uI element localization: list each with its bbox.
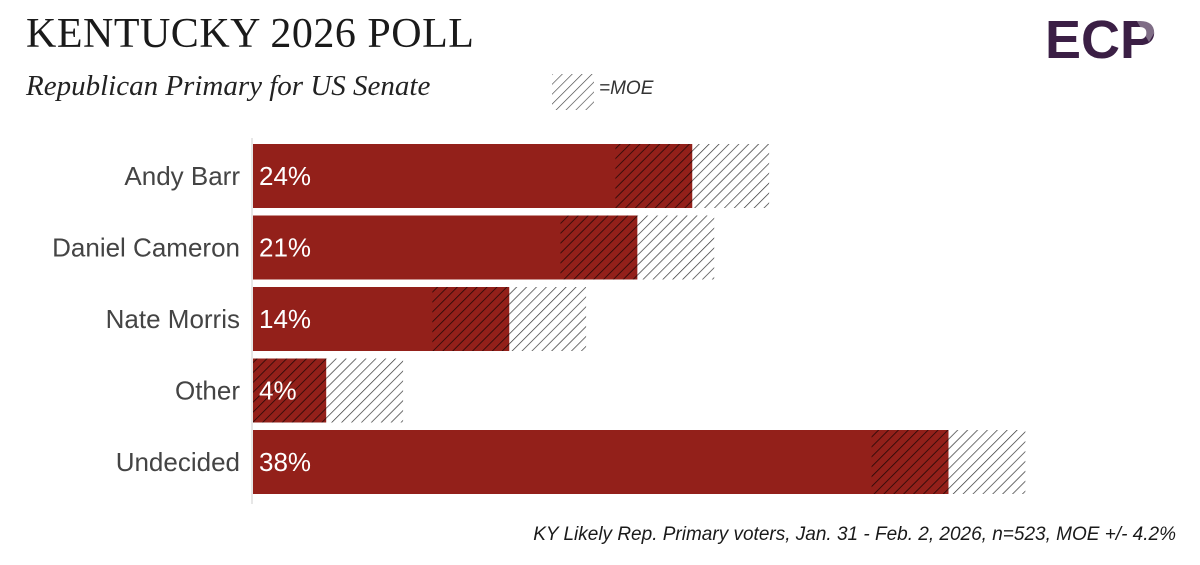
moe-hatch-outer bbox=[637, 215, 715, 280]
moe-legend-label: =MOE bbox=[599, 78, 654, 99]
value-label: 4% bbox=[259, 376, 297, 406]
category-label: Other bbox=[175, 376, 240, 406]
moe-hatch-inner bbox=[871, 430, 949, 494]
chart-subtitle: Republican Primary for US Senate bbox=[26, 70, 431, 102]
value-label: 21% bbox=[259, 233, 311, 263]
category-label: Undecided bbox=[116, 447, 240, 477]
bar-chart: Andy Barr 24% Daniel Cameron 21% Nate Morris… bbox=[52, 138, 1026, 504]
chart-title: KENTUCKY 2026 POLL bbox=[26, 11, 475, 57]
footnote: KY Likely Rep. Primary voters, Jan. 31 -… bbox=[533, 524, 1176, 545]
category-label: Daniel Cameron bbox=[52, 233, 240, 263]
moe-hatch-outer bbox=[948, 430, 1026, 494]
moe-hatch-inner bbox=[253, 358, 327, 423]
category-label: Andy Barr bbox=[124, 161, 240, 191]
value-label: 14% bbox=[259, 304, 311, 334]
value-label: 38% bbox=[259, 447, 311, 477]
moe-hatch-outer bbox=[692, 144, 770, 208]
moe-hatch-inner bbox=[560, 215, 638, 280]
ecp-logo: ECP bbox=[1045, 12, 1163, 64]
category-label: Nate Morris bbox=[106, 304, 240, 334]
moe-hatch-outer bbox=[509, 287, 587, 351]
bar bbox=[253, 430, 949, 494]
moe-hatch-inner bbox=[615, 144, 693, 208]
moe-legend-swatch bbox=[552, 74, 594, 110]
moe-hatch-outer bbox=[326, 358, 404, 423]
value-label: 24% bbox=[259, 161, 311, 191]
svg-text:ECP: ECP bbox=[1045, 12, 1156, 64]
moe-hatch-inner bbox=[432, 287, 510, 351]
